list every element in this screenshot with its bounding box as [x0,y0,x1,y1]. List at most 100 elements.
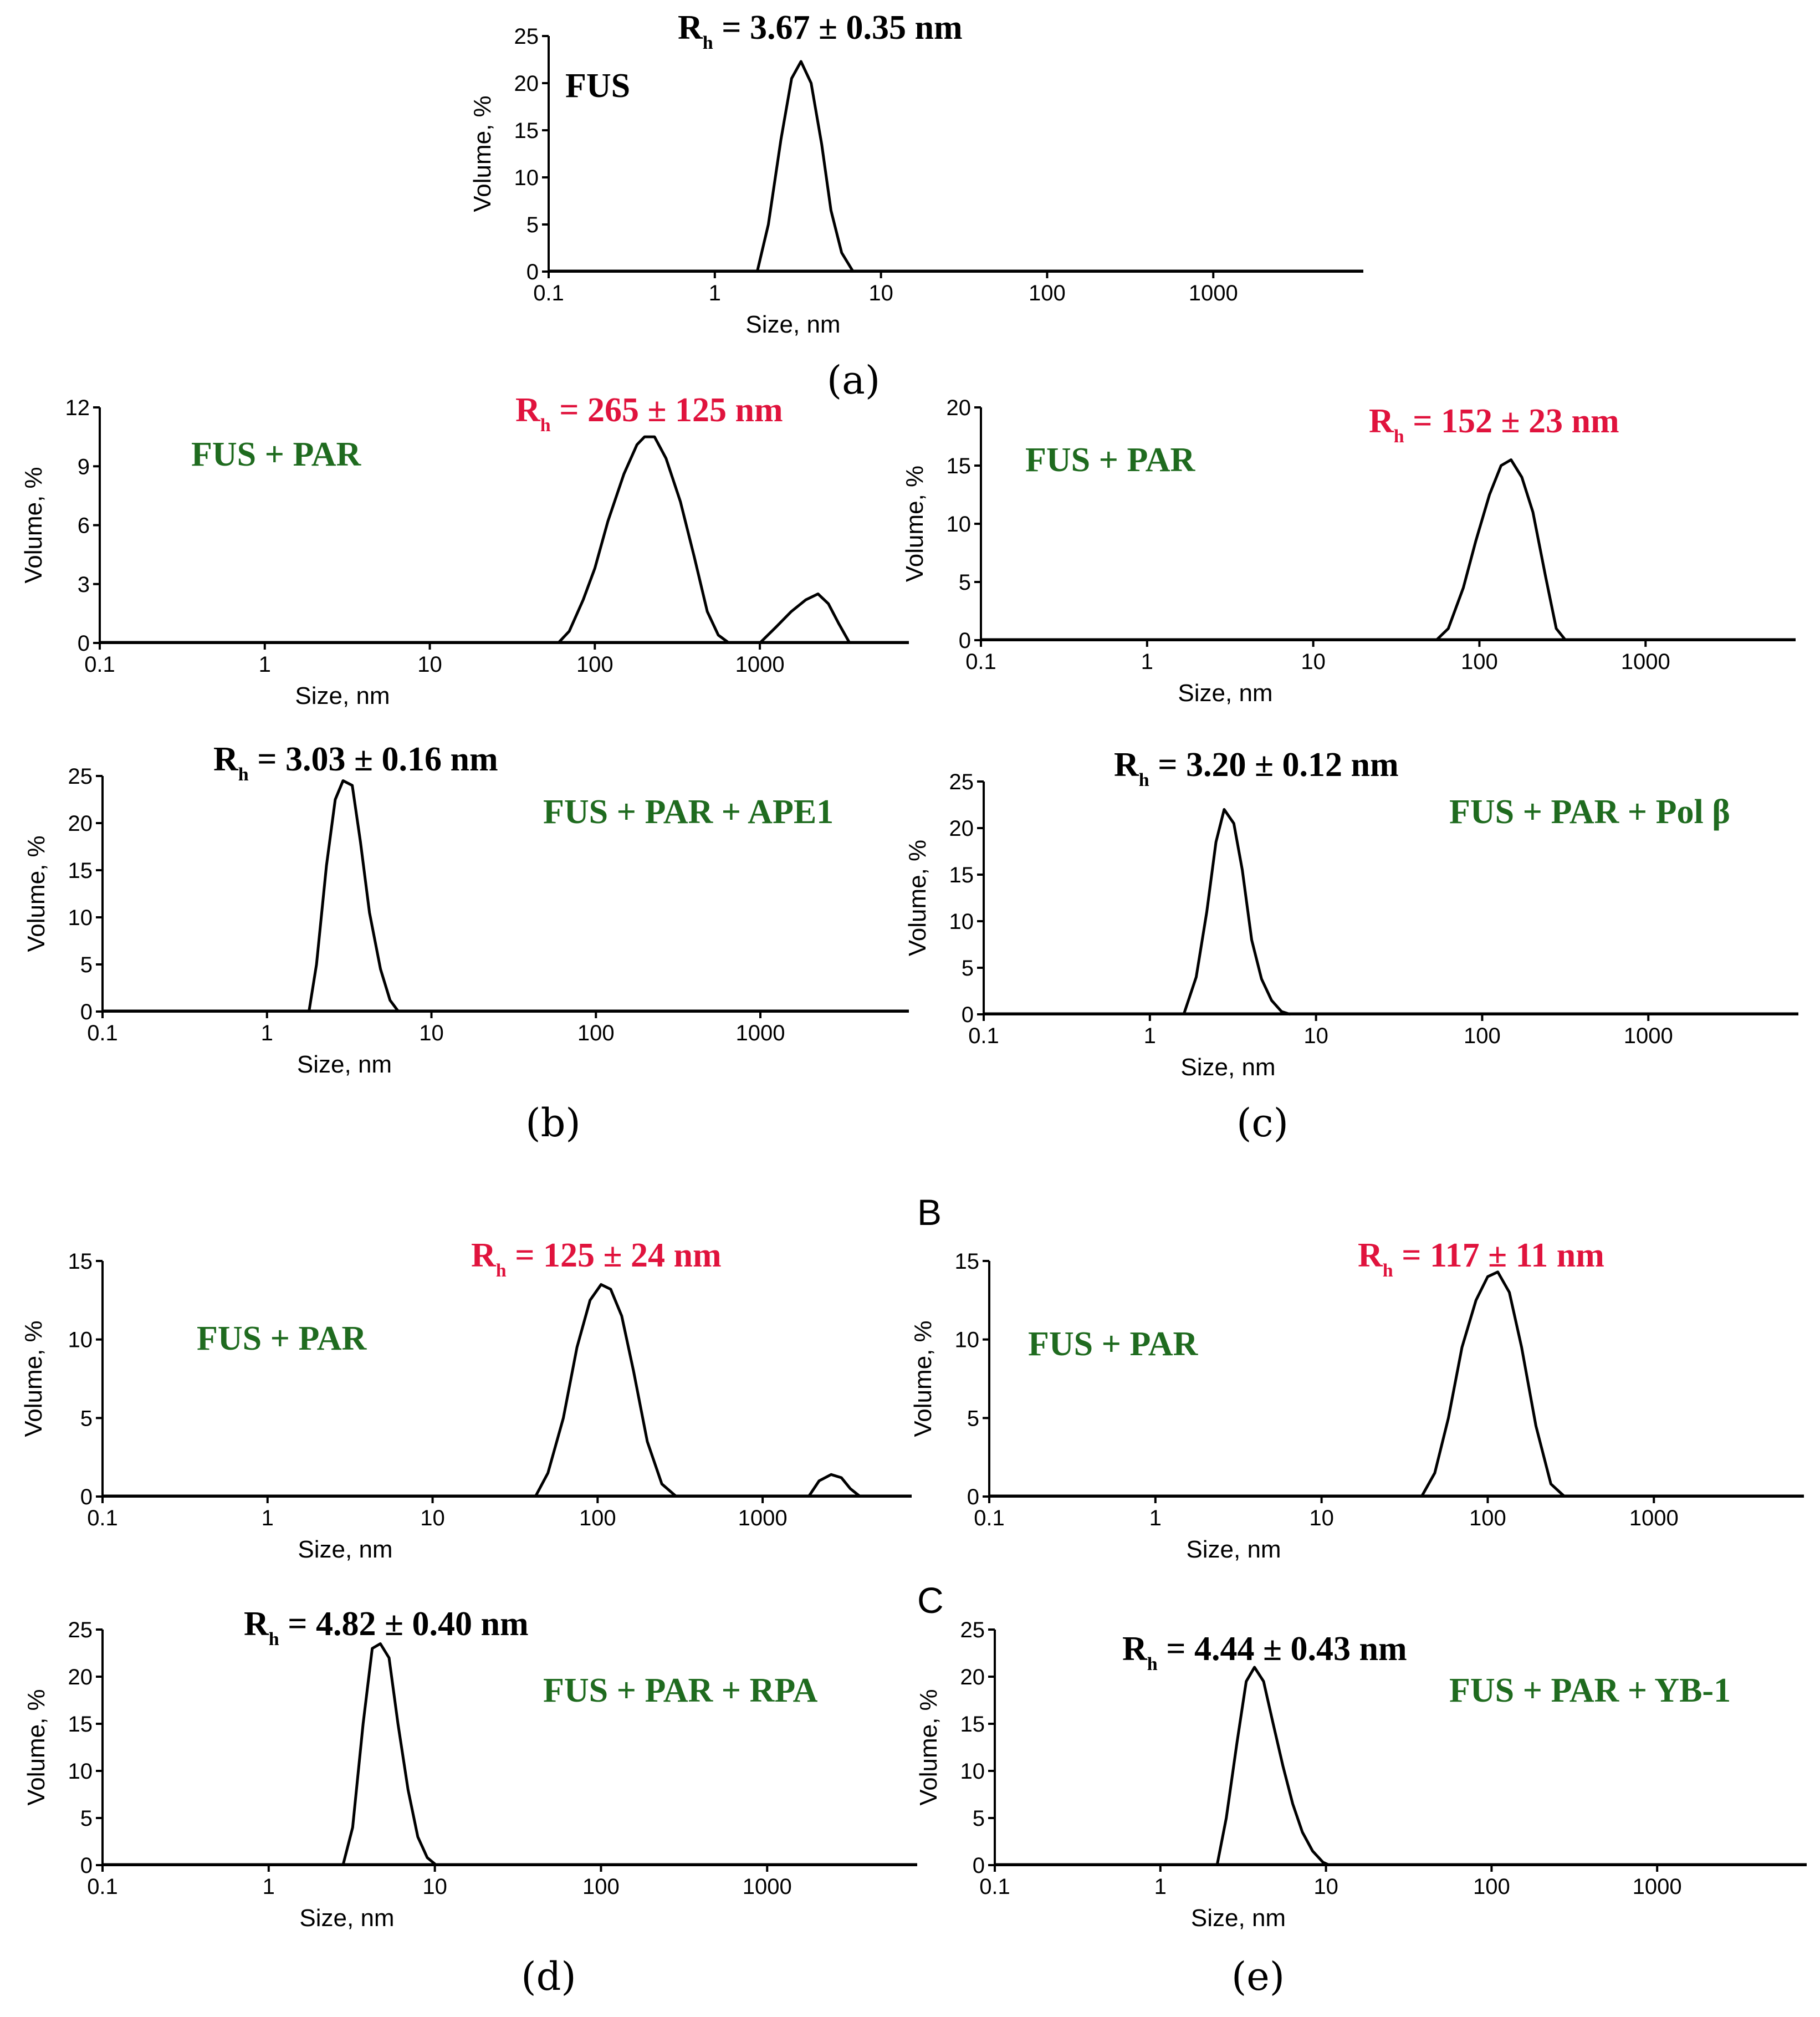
y-tick-label: 15 [955,1249,980,1274]
x-tick-label: 0.1 [87,1506,118,1530]
x-tick-label: 0.1 [974,1506,1005,1530]
series-line [1215,1666,1330,1867]
panel-label-a: (a) [827,358,880,403]
y-tick-label: 0 [80,1000,93,1024]
y-tick-label: 0 [973,1853,985,1878]
x-tick-label: 100 [1464,1024,1501,1048]
x-axis-title: Size, nm [1191,1904,1286,1932]
x-axis-title: Size, nm [295,682,390,709]
x-tick-label: 10 [419,1021,444,1045]
sample-label: FUS + PAR [1028,1325,1199,1363]
rh-label: Rh = 125 ± 24 nm [471,1237,722,1281]
y-tick-label: 20 [68,1665,93,1689]
x-tick-label: 1000 [1189,281,1238,305]
series-line [1435,458,1567,641]
rh-label: Rh = 3.20 ± 0.12 nm [1114,746,1399,790]
y-tick-label: 5 [973,1806,985,1831]
y-tick-label: 25 [68,1618,93,1642]
x-tick-label: 10 [417,652,442,677]
x-tick-label: 0.1 [968,1024,999,1048]
series-line [308,779,400,1013]
x-tick-label: 10 [868,281,893,305]
x-tick-label: 0.1 [965,650,996,674]
x-tick-label: 10 [1303,1024,1328,1048]
x-axis-title: Size, nm [1186,1536,1281,1563]
x-tick-label: 10 [420,1506,445,1530]
rh-label: Rh = 117 ± 11 nm [1358,1237,1604,1281]
sample-label: FUS + PAR + Pol β [1449,793,1730,831]
y-tick-label: 5 [80,1806,93,1831]
series-line [534,1283,678,1498]
x-tick-label: 10 [1301,650,1326,674]
sample-label: FUS [565,67,630,105]
y-tick-label: 0 [962,1003,974,1027]
y-tick-label: 25 [68,764,93,789]
y-axis-title: Volume, % [20,467,47,583]
y-axis-title: Volume, % [904,840,931,956]
y-axis-title: Volume, % [901,466,928,582]
y-tick-label: 0 [967,1485,979,1509]
section-letter-c: C [917,1580,944,1621]
panel-label-c: (c) [1236,1100,1289,1146]
y-tick-label: 20 [947,396,972,420]
sample-label: FUS + PAR + APE1 [543,793,834,831]
chart-e-bottom: 0 5 10 15 20 25 0.1 1 10 100 1000 Size, nm Volume, %… [915,1618,1807,1932]
x-tick-label: 1 [263,1875,275,1899]
sample-label: FUS + PAR + YB-1 [1449,1672,1731,1709]
x-tick-label: 100 [1473,1875,1510,1899]
y-tick-label: 10 [955,1328,980,1352]
series-line [341,1642,437,1866]
panel-label-d: (d) [521,1954,576,1999]
y-tick-label: 5 [959,570,971,595]
rh-label: Rh = 152 ± 23 nm [1369,402,1619,447]
y-axis-title: Volume, % [23,835,50,952]
chart-a-top: 0 5 10 15 20 25 0.1 1 10 100 1000 Size, nm Volume, %… [469,9,1363,338]
x-axis-title: Size, nm [745,311,840,338]
y-axis-title: Volume, % [23,1689,50,1805]
x-axis-title: Size, nm [297,1051,392,1078]
chart-c-top: 0 5 10 15 20 0.1 1 10 100 1000 Size, nm Volume, % FU… [901,396,1796,707]
y-tick-label: 10 [68,906,93,930]
y-tick-label: 0 [80,1853,93,1878]
x-tick-label: 1000 [743,1875,792,1899]
series-line [759,593,851,644]
y-tick-label: 5 [80,1406,93,1431]
y-tick-label: 15 [947,454,972,478]
x-tick-label: 0.1 [84,652,115,677]
x-tick-label: 100 [577,1021,615,1045]
x-tick-label: 1 [709,281,721,305]
rh-label: Rh = 3.03 ± 0.16 nm [213,741,498,785]
x-tick-label: 1000 [1624,1024,1673,1048]
series-line [557,435,730,645]
y-tick-label: 0 [959,629,971,653]
x-axis-title: Size, nm [299,1904,394,1932]
rh-label: Rh = 4.82 ± 0.40 nm [244,1605,529,1650]
sample-label: FUS + PAR [1025,441,1196,479]
x-tick-label: 100 [582,1875,620,1899]
y-tick-label: 15 [514,119,539,143]
y-tick-label: 10 [68,1328,93,1352]
y-axis-title: Volume, % [915,1689,942,1805]
x-tick-label: 100 [1029,281,1066,305]
x-tick-label: 1000 [736,1021,785,1045]
x-tick-label: 10 [1309,1506,1334,1530]
y-tick-label: 15 [960,1712,985,1737]
series-line [1182,808,1291,1016]
x-tick-label: 1 [261,1021,273,1045]
x-axis-title: Size, nm [1178,680,1272,707]
y-tick-label: 25 [514,24,539,49]
x-tick-label: 1000 [1633,1875,1682,1899]
y-tick-label: 25 [949,770,974,794]
y-tick-label: 9 [78,455,90,479]
y-tick-label: 3 [78,573,90,597]
chart-d-top: 0 5 10 15 0.1 1 10 100 1000 Size, nm Volume, % FUS … [20,1237,912,1563]
y-axis-title: Volume, % [469,95,496,212]
sample-label: FUS + PAR [191,436,362,473]
x-tick-label: 1000 [738,1506,788,1530]
x-tick-label: 1 [1144,1024,1156,1048]
x-tick-label: 1 [1154,1875,1167,1899]
x-tick-label: 1 [1149,1506,1162,1530]
x-tick-label: 10 [422,1875,447,1899]
y-tick-label: 10 [947,512,972,537]
x-tick-label: 100 [1461,650,1498,674]
